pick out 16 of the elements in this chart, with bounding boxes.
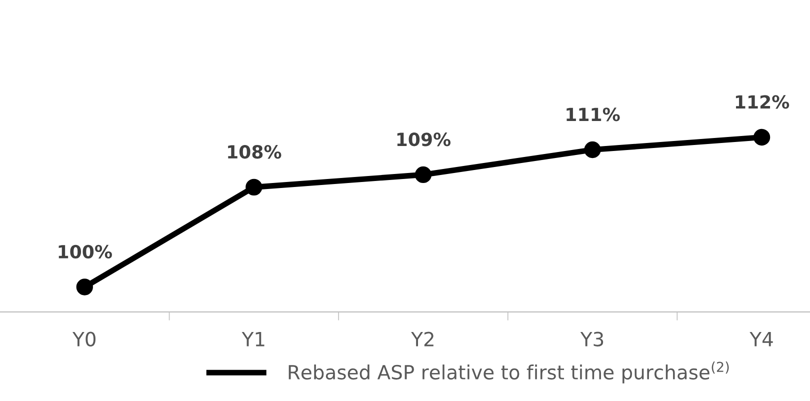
data-label: 112% — [736, 95, 790, 109]
data-label: 111% — [566, 108, 620, 122]
legend-label: Rebased ASP relative to first time purchase$^{(2)}$ — [288, 362, 729, 384]
point — [246, 178, 262, 196]
data-label: 100% — [58, 244, 112, 259]
x-tick-label: Y4 — [750, 332, 773, 346]
point — [584, 141, 601, 158]
x-tick-label: Y3 — [580, 332, 604, 346]
data-label: 109% — [397, 132, 451, 146]
point — [76, 278, 93, 296]
point — [414, 166, 432, 184]
x-tick-label: Y1 — [242, 332, 264, 346]
x-tick-label: Y2 — [411, 332, 434, 346]
point — [753, 128, 770, 146]
x-tick-label: Y0 — [72, 332, 96, 346]
data-label: 108% — [228, 145, 282, 159]
